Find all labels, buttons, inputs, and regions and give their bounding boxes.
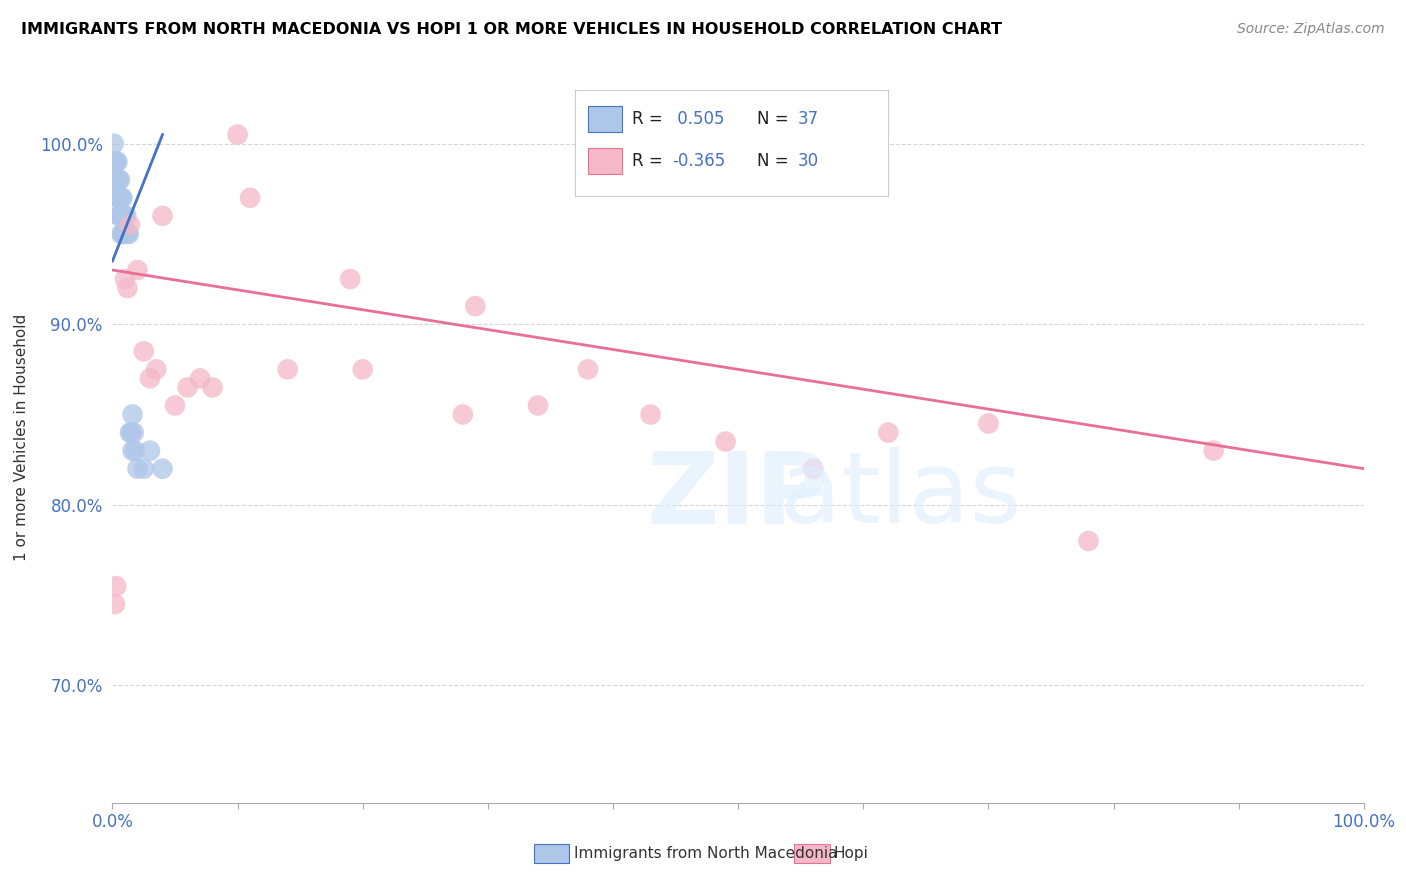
Point (105, 579, 128, 593)
Point (111, 191, 134, 205)
Point (112, 227, 135, 241)
Point (121, 408, 143, 422)
Point (118, 425, 141, 440)
Point (114, 209, 136, 223)
Point (104, 154, 127, 169)
Point (163, 399, 186, 413)
Point (239, 191, 262, 205)
Point (107, 172, 129, 186)
Text: Hopi: Hopi (834, 847, 869, 861)
Point (139, 371, 162, 385)
Point (121, 443, 143, 458)
Point (132, 461, 155, 475)
Point (640, 408, 662, 422)
Point (176, 380, 198, 394)
Point (451, 408, 474, 422)
Point (112, 209, 135, 223)
Point (103, 154, 125, 169)
Point (464, 299, 486, 313)
Point (339, 272, 361, 286)
Point (108, 209, 131, 223)
Point (107, 191, 129, 205)
Point (107, 154, 129, 169)
Point (118, 218, 141, 232)
Point (111, 227, 134, 241)
Point (107, 172, 129, 186)
Text: ZIP: ZIP (647, 447, 830, 544)
Point (108, 191, 131, 205)
Point (152, 209, 174, 223)
Point (114, 272, 136, 286)
Point (105, 191, 128, 205)
Point (576, 362, 599, 376)
Point (277, 362, 299, 376)
Point (145, 362, 167, 376)
Text: Immigrants from North Macedonia: Immigrants from North Macedonia (574, 847, 837, 861)
Point (127, 263, 149, 277)
Point (1077, 533, 1099, 548)
Point (110, 227, 132, 241)
Point (105, 172, 128, 186)
Point (107, 191, 129, 205)
Point (801, 461, 824, 475)
Point (117, 227, 139, 241)
Point (107, 209, 129, 223)
Point (226, 128, 249, 142)
Point (104, 172, 127, 186)
Text: Source: ZipAtlas.com: Source: ZipAtlas.com (1237, 22, 1385, 37)
Point (118, 227, 141, 241)
Point (152, 461, 174, 475)
Point (127, 461, 149, 475)
Point (139, 443, 162, 458)
Point (110, 191, 132, 205)
Point (714, 434, 737, 449)
Text: IMMIGRANTS FROM NORTH MACEDONIA VS HOPI 1 OR MORE VEHICLES IN HOUSEHOLD CORRELAT: IMMIGRANTS FROM NORTH MACEDONIA VS HOPI … (21, 22, 1002, 37)
Point (108, 172, 131, 186)
Point (352, 362, 374, 376)
Point (132, 344, 155, 359)
Point (104, 597, 127, 611)
Point (122, 425, 145, 440)
Point (103, 136, 125, 151)
Point (877, 425, 900, 440)
Point (120, 425, 142, 440)
Point (201, 380, 224, 394)
Point (110, 209, 132, 223)
Point (527, 399, 550, 413)
Point (124, 443, 146, 458)
Y-axis label: 1 or more Vehicles in Household: 1 or more Vehicles in Household (14, 313, 28, 561)
Point (115, 209, 138, 223)
Point (117, 281, 139, 295)
Point (1202, 443, 1225, 458)
Point (977, 417, 1000, 431)
Point (105, 154, 128, 169)
Point (188, 371, 211, 385)
Text: atlas: atlas (780, 447, 1022, 544)
